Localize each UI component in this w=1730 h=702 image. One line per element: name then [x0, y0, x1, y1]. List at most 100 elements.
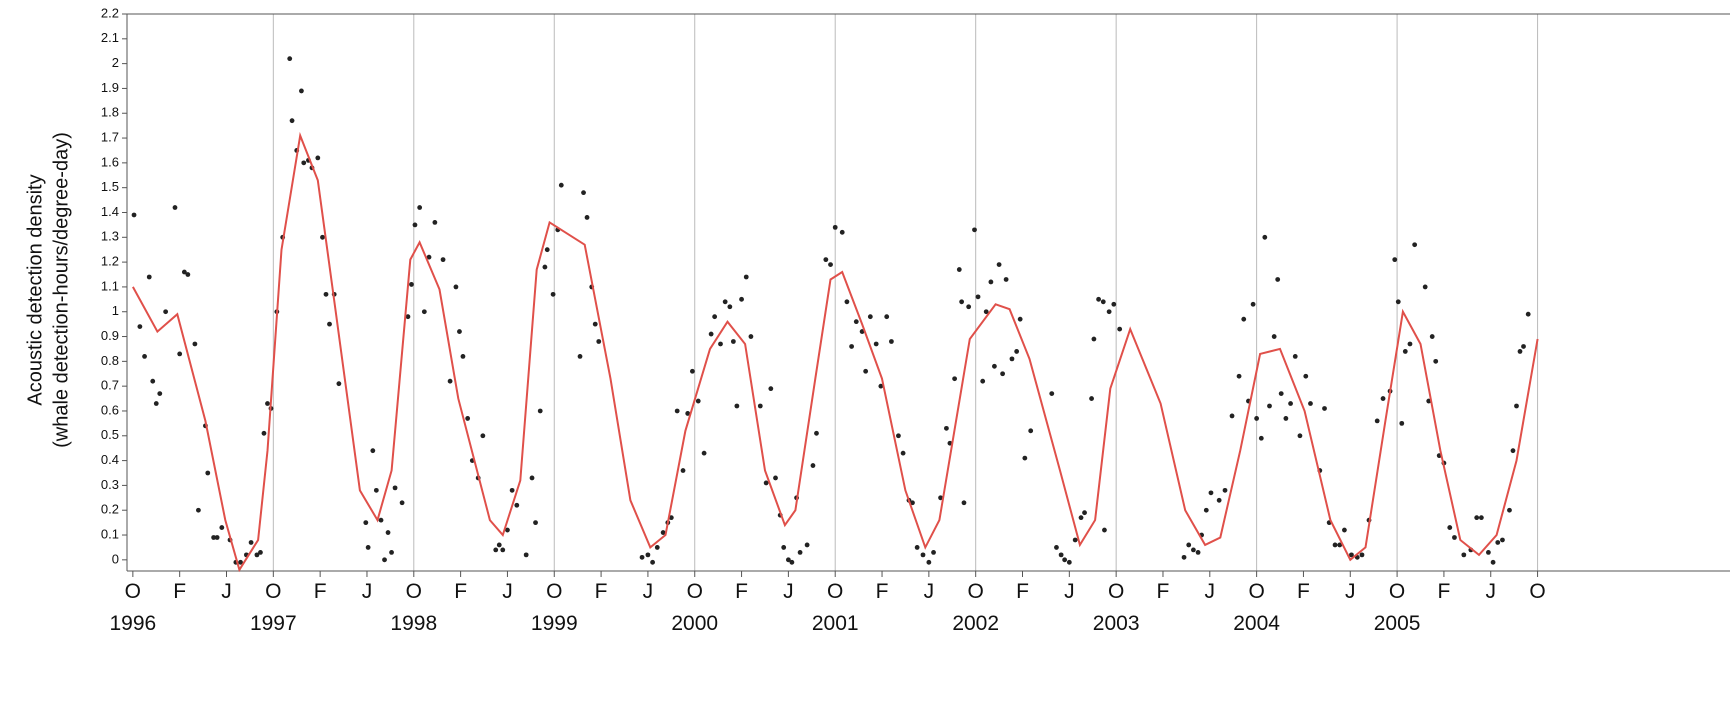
data-point	[1283, 416, 1289, 421]
data-point	[730, 339, 736, 344]
y-tick-label: 0.3	[101, 477, 119, 492]
data-point	[1275, 277, 1281, 282]
data-point	[581, 190, 586, 196]
data-point	[1216, 497, 1222, 503]
data-point	[768, 386, 774, 392]
data-point	[832, 224, 838, 230]
data-point	[1303, 373, 1309, 379]
data-point	[596, 339, 602, 344]
data-point	[1271, 334, 1277, 339]
data-point	[701, 450, 707, 456]
data-point	[757, 403, 763, 409]
data-point	[496, 542, 502, 548]
data-point	[150, 378, 156, 384]
y-tick-label: 0.2	[101, 502, 119, 517]
data-point	[926, 559, 932, 565]
data-point	[1111, 301, 1117, 307]
data-point	[1066, 559, 1072, 565]
data-point	[944, 425, 949, 431]
data-point	[453, 284, 459, 290]
data-point	[172, 205, 178, 210]
x-tick-label: F	[876, 580, 889, 603]
data-point	[1452, 535, 1457, 540]
data-point	[211, 535, 217, 540]
data-point	[399, 500, 405, 506]
data-point	[952, 376, 958, 382]
data-point	[1374, 418, 1380, 424]
data-point	[1089, 396, 1094, 401]
year-label: 2004	[1233, 612, 1280, 635]
data-point	[1359, 552, 1365, 558]
x-tick-label: O	[1529, 580, 1545, 603]
data-point	[248, 540, 254, 545]
year-label: 2003	[1093, 612, 1140, 635]
data-point	[1517, 349, 1523, 354]
x-tick-label: J	[783, 580, 794, 603]
data-point	[674, 408, 680, 414]
data-point	[265, 401, 270, 406]
data-point	[972, 227, 977, 233]
data-point	[1229, 413, 1235, 419]
data-point	[1208, 490, 1214, 496]
x-tick-label: O	[1248, 580, 1264, 603]
x-tick-label: J	[221, 580, 232, 603]
data-point	[181, 269, 187, 275]
data-point	[1402, 349, 1408, 354]
data-point	[447, 378, 453, 384]
data-point	[959, 299, 965, 305]
data-point	[1525, 311, 1531, 317]
data-point	[797, 549, 803, 555]
data-point	[1186, 542, 1192, 548]
x-tick-label: J	[1345, 580, 1356, 603]
data-point	[287, 56, 293, 62]
data-point	[734, 403, 740, 409]
data-point	[1461, 552, 1467, 558]
data-point	[1254, 416, 1260, 421]
data-point	[153, 401, 159, 406]
data-point	[1100, 299, 1106, 305]
data-point	[1117, 326, 1123, 332]
data-point	[639, 554, 645, 560]
x-tick-label: F	[314, 580, 327, 603]
data-point	[884, 314, 890, 320]
data-point	[645, 552, 651, 558]
data-point	[1507, 507, 1512, 513]
data-point	[131, 212, 137, 218]
data-point	[980, 378, 986, 384]
data-point	[1236, 373, 1242, 379]
data-point	[542, 264, 548, 270]
data-point	[1288, 401, 1293, 406]
data-point	[781, 545, 787, 550]
data-point	[363, 520, 369, 526]
data-point	[365, 545, 371, 550]
x-tick-label: F	[1297, 580, 1310, 603]
y-tick-label: 0.6	[101, 402, 119, 417]
y-tick-label: 2.2	[101, 5, 119, 20]
data-point	[685, 411, 691, 416]
data-point	[392, 485, 398, 491]
data-point	[219, 525, 225, 530]
data-point	[584, 215, 590, 220]
data-point	[708, 331, 714, 337]
data-point	[289, 118, 295, 124]
data-point	[1490, 559, 1496, 565]
data-point	[146, 274, 152, 280]
data-point	[336, 381, 342, 387]
data-point	[660, 530, 666, 535]
data-point	[480, 433, 486, 439]
data-point	[680, 468, 686, 473]
data-point	[1292, 353, 1298, 359]
data-point	[763, 480, 769, 486]
data-point	[1399, 420, 1405, 426]
data-point	[867, 314, 873, 320]
data-point	[457, 329, 462, 334]
data-point	[460, 353, 466, 359]
x-tick-label: J	[502, 580, 513, 603]
year-label: 2001	[812, 612, 859, 635]
data-point	[1054, 545, 1059, 550]
y-tick-label: 1.7	[101, 129, 119, 144]
data-point	[1297, 433, 1303, 439]
y-tick-label: 0.1	[101, 526, 119, 541]
data-point	[412, 222, 418, 228]
data-point	[1000, 371, 1006, 377]
